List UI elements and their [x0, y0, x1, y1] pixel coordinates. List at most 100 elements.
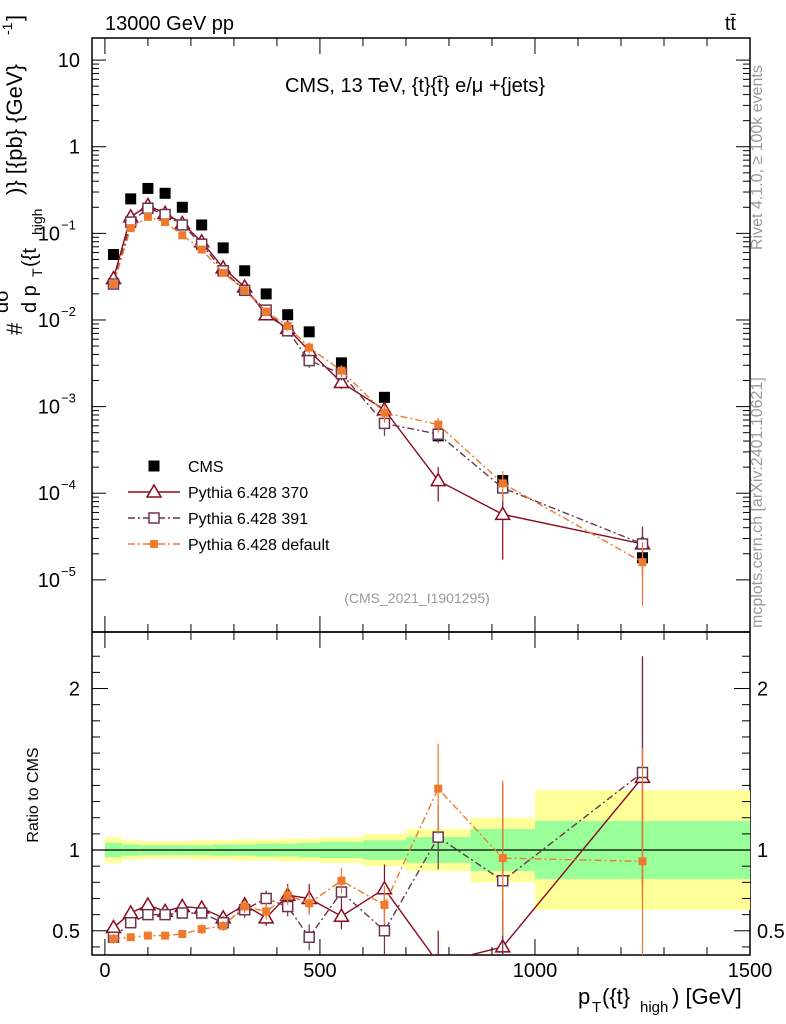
ratio-point [122, 904, 140, 919]
main-point [380, 408, 389, 417]
main-point [378, 391, 390, 403]
ratio-xtick-label: 1000 [513, 960, 558, 982]
legend-label: CMS [188, 459, 224, 476]
main-ylabel: # dσ d p T ({t high )} [{pb} {GeV} -1 ] [0, 15, 45, 335]
main-ytick-label: 10 [38, 397, 60, 419]
svg-text:-1: -1 [0, 22, 15, 35]
main-point [197, 245, 206, 254]
ratio-point [333, 907, 350, 922]
svg-text:high: high [640, 999, 668, 1016]
main-ytick-label: 10 [38, 570, 60, 592]
main-point [143, 212, 152, 221]
ratio-ytick-label: 1 [69, 840, 80, 862]
legend-marker [148, 460, 160, 472]
main-series [105, 182, 651, 606]
main-point [159, 208, 171, 221]
main-title: CMS, 13 TeV, {t}{t̄} e/μ +{jets} [285, 75, 545, 97]
ratio-ytick-label-right: 2 [757, 679, 768, 701]
ratio-point [337, 876, 346, 885]
legend-label: Pythia 6.428 default [188, 537, 330, 554]
ratio-point [380, 900, 389, 909]
main-point [219, 268, 228, 277]
ratio-point [498, 854, 507, 863]
ratio-point [178, 930, 187, 939]
svg-text:dσ: dσ [0, 289, 13, 313]
ratio-point [143, 931, 152, 940]
ratio-bands [92, 790, 750, 910]
main-point [434, 420, 443, 429]
main-ytick-label: 1 [69, 137, 80, 159]
ratio-point [142, 908, 154, 921]
ratio-point [105, 919, 122, 934]
legend: CMS Pythia 6.428 370 Pythia 6.428 391 Pythi… [128, 459, 330, 554]
ratio-point [126, 933, 135, 942]
svg-text:]: ] [2, 15, 27, 21]
main-point [429, 472, 447, 487]
main-point [260, 288, 272, 300]
ratio-point [260, 892, 272, 905]
mcplots-label: mcplots.cern.ch [arXiv:2401.10621] [749, 377, 766, 628]
main-point [125, 193, 137, 205]
svg-text:) [GeV]: ) [GeV] [672, 984, 742, 1009]
main-point [142, 202, 154, 214]
main-point [217, 242, 229, 254]
ratio-point [240, 902, 249, 911]
rivet-label: Rivet 4.1.0, ≥ 100k events [749, 65, 766, 250]
main-ytick-exponent: −4 [61, 477, 76, 492]
ratio-xtick-label: 0 [99, 960, 110, 982]
ratio-ytick-label: 0.5 [52, 921, 80, 943]
ratio-point [303, 931, 315, 943]
legend-label: Pythia 6.428 370 [188, 485, 308, 502]
main-point [196, 219, 208, 231]
main-ytick-label: 10 [38, 483, 60, 505]
svg-text:T: T [592, 999, 601, 1016]
ratio-point [219, 921, 228, 930]
main-point [108, 249, 120, 261]
main-point [494, 505, 512, 521]
ratio-point [378, 925, 391, 937]
ratio-xlabel: p T ({t} high ) [GeV] [578, 984, 742, 1016]
ratio-point [161, 931, 170, 940]
ratio-point [434, 784, 443, 793]
main-point [335, 357, 347, 369]
main-point [498, 479, 507, 488]
main-ytick-exponent: −5 [61, 564, 76, 579]
ratio-point [283, 891, 292, 900]
main-ytick-exponent: −3 [61, 391, 76, 406]
svg-text:high: high [29, 209, 45, 235]
ratio-xtick-label: 500 [303, 960, 336, 982]
ratio-point [124, 916, 137, 929]
svg-text:#: # [2, 322, 27, 335]
main-point [305, 343, 314, 352]
final-state-label: tt̄ [725, 13, 737, 35]
main-ytick-exponent: −2 [61, 304, 76, 319]
svg-text:)} [{pb} {GeV}: )} [{pb} {GeV} [2, 64, 27, 195]
main-point [337, 366, 346, 375]
legend-label: Pythia 6.428 391 [188, 511, 308, 528]
ratio-xtick-label: 1500 [728, 960, 773, 982]
ratio-point [262, 907, 271, 916]
ratio-ytick-label: 2 [69, 679, 80, 701]
ratio-ytick-label-right: 1 [757, 840, 768, 862]
ratio-point [159, 908, 171, 921]
ratio-point [638, 857, 647, 866]
main-point [333, 373, 350, 389]
legend-marker [150, 540, 158, 548]
ratio-line-series [113, 771, 643, 939]
svg-text:({t}: ({t} [602, 984, 630, 1009]
ratio-point [305, 899, 314, 908]
legend-marker [145, 483, 163, 498]
main-point [142, 182, 154, 194]
ratio-point [195, 907, 208, 919]
main-point [303, 326, 315, 338]
analysis-id: (CMS_2021_I1901295) [344, 590, 490, 606]
main-point [262, 307, 271, 316]
ratio-point [437, 954, 439, 955]
svg-text:T: T [29, 268, 45, 277]
main-point [240, 286, 249, 295]
svg-text:d p: d p [19, 285, 41, 313]
main-point [176, 201, 188, 213]
main-point [126, 224, 135, 233]
main-ytick-exponent: −1 [61, 217, 76, 232]
